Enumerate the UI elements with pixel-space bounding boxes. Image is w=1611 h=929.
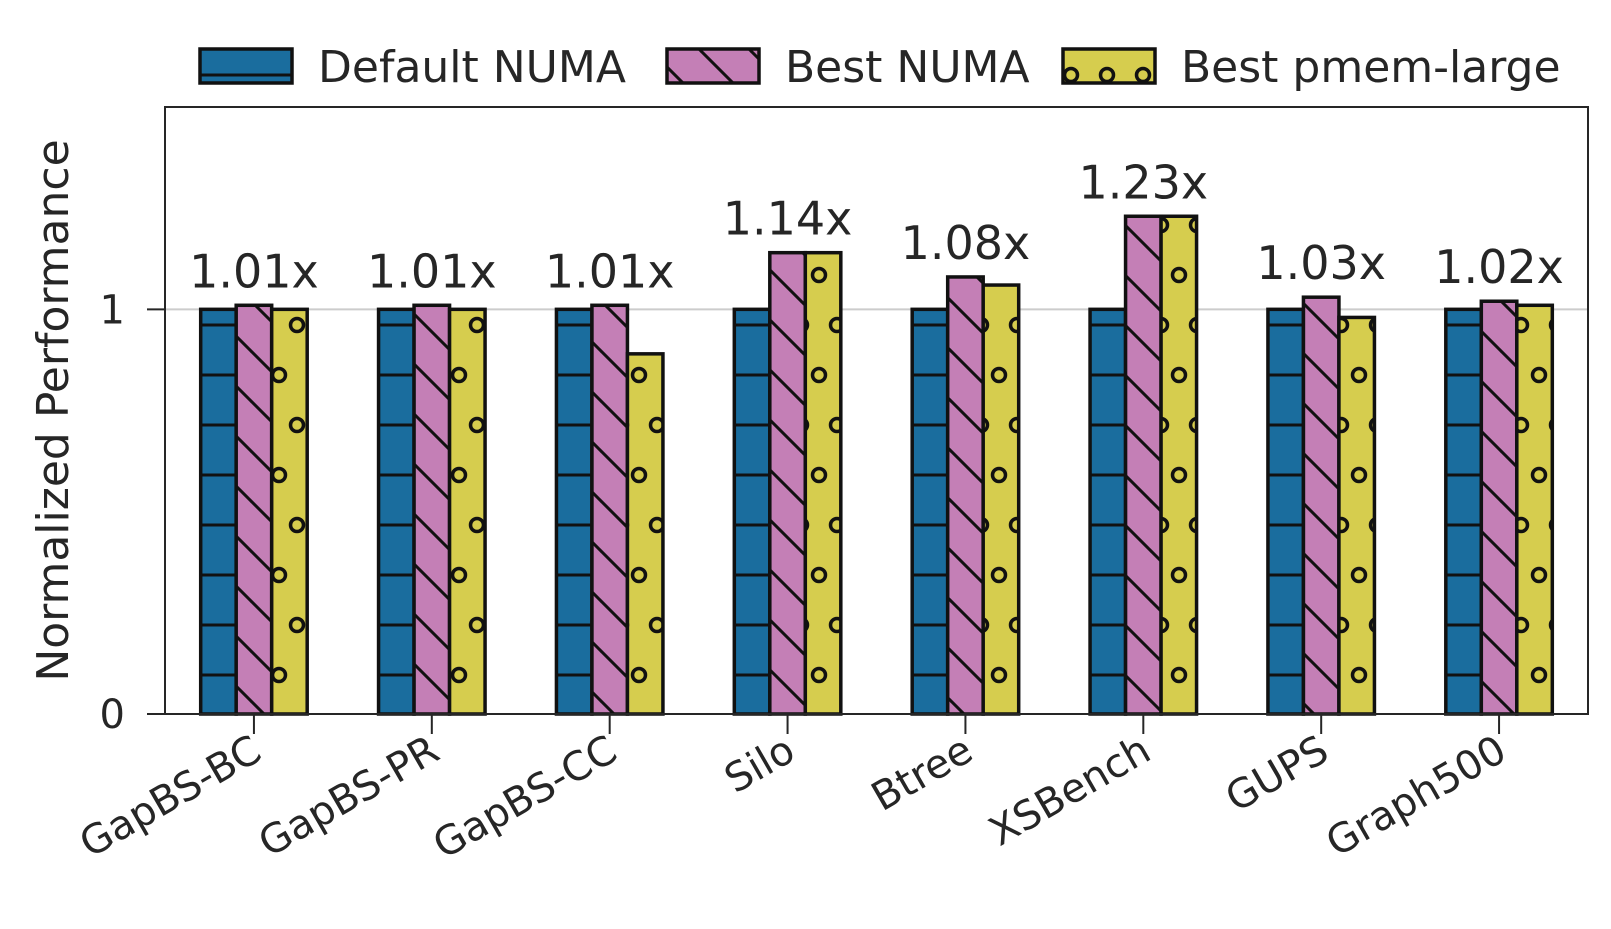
bar-best-numa bbox=[412, 303, 452, 716]
bar-default-numa bbox=[732, 307, 772, 716]
bar-best-pmem-large bbox=[803, 250, 843, 716]
bar-default-numa bbox=[198, 307, 238, 716]
bar-best-pmem-large bbox=[1515, 303, 1555, 716]
x-tick-label: Graph500 bbox=[1319, 727, 1514, 866]
data-label: 1.03x bbox=[1256, 236, 1386, 290]
x-tick-label: GapBS-PR bbox=[251, 727, 447, 867]
y-tick-label: 1 bbox=[100, 287, 125, 333]
plot-frame bbox=[164, 106, 1589, 715]
bar-default-numa bbox=[1444, 307, 1484, 716]
x-tick-label: GUPS bbox=[1218, 727, 1336, 822]
legend-swatch bbox=[1061, 47, 1157, 85]
bar-best-numa bbox=[590, 303, 630, 716]
x-tick-label: Silo bbox=[717, 727, 802, 803]
bar-best-numa bbox=[768, 250, 808, 716]
x-tick-label: XSBench bbox=[982, 727, 1159, 856]
data-label: 1.14x bbox=[723, 192, 853, 246]
bar-best-pmem-large bbox=[1337, 315, 1377, 716]
bar-default-numa bbox=[1266, 307, 1306, 716]
data-label: 1.01x bbox=[545, 244, 675, 298]
plot-area: 1.01x GapBS-BC 1.01x GapBS-PR 1.01x GapBS-CC 1… bbox=[28, 106, 1589, 869]
bar-best-pmem-large bbox=[447, 307, 487, 716]
data-label: 1.01x bbox=[189, 244, 319, 298]
bar-best-numa bbox=[234, 303, 274, 716]
data-label: 1.01x bbox=[367, 244, 497, 298]
bar-best-numa bbox=[1301, 295, 1341, 716]
bar-best-pmem-large bbox=[981, 283, 1021, 716]
bar-best-numa bbox=[1123, 214, 1163, 716]
data-label: 1.02x bbox=[1434, 240, 1564, 294]
bar-default-numa bbox=[1088, 307, 1128, 716]
legend-label: Best pmem-large bbox=[1181, 42, 1561, 93]
bar-default-numa bbox=[376, 307, 416, 716]
bar-best-pmem-large bbox=[1159, 214, 1199, 716]
bar-default-numa bbox=[910, 307, 950, 716]
bar-best-pmem-large bbox=[625, 352, 665, 716]
y-tick-label: 0 bbox=[100, 692, 125, 738]
legend-swatch bbox=[198, 47, 294, 85]
legend: Default NUMA Best NUMA Best pmem-large bbox=[198, 42, 1561, 93]
bar-best-numa bbox=[945, 275, 985, 716]
data-label: 1.23x bbox=[1078, 155, 1208, 209]
legend-swatch bbox=[665, 47, 761, 85]
legend-label: Default NUMA bbox=[318, 42, 626, 93]
x-tick-label: GapBS-CC bbox=[426, 727, 625, 869]
legend-label: Best NUMA bbox=[785, 42, 1030, 93]
x-tick-label: Btree bbox=[864, 727, 980, 821]
bar-default-numa bbox=[554, 307, 594, 716]
y-axis-title: Normalized Performance bbox=[28, 139, 79, 681]
x-tick-label: GapBS-BC bbox=[72, 727, 269, 867]
bar-best-pmem-large bbox=[269, 307, 309, 716]
data-label: 1.08x bbox=[901, 216, 1031, 270]
bar-best-numa bbox=[1479, 299, 1519, 716]
